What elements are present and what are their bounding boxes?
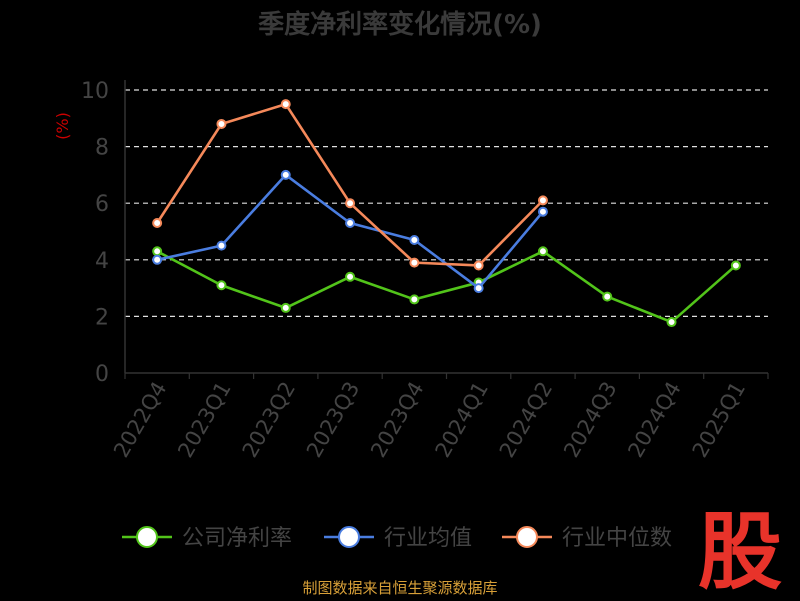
data-point: [409, 234, 420, 245]
y-tick-label: 10: [81, 79, 109, 104]
data-point: [152, 246, 163, 257]
data-point: [537, 195, 548, 206]
data-point: [345, 198, 356, 209]
data-point: [409, 257, 420, 268]
data-point: [602, 291, 613, 302]
y-tick-label: 0: [95, 362, 109, 387]
data-point: [537, 246, 548, 257]
x-tick-label: 2023Q4: [366, 378, 428, 462]
data-point: [280, 99, 291, 110]
legend-marker: [516, 526, 538, 548]
y-tick-label: 2: [95, 305, 109, 330]
data-point: [280, 302, 291, 313]
data-point: [473, 283, 484, 294]
data-point: [216, 118, 227, 129]
legend-label: 公司净利率: [182, 526, 292, 551]
data-point: [280, 169, 291, 180]
source-note: 制图数据来自恒生聚源数据库: [302, 579, 498, 597]
series-line-2: [156, 102, 544, 267]
x-tick-label: 2024Q3: [559, 378, 621, 462]
data-point: [216, 280, 227, 291]
x-tick-label: 2024Q1: [431, 378, 493, 462]
legend-label: 行业均值: [384, 526, 472, 551]
x-tick-label: 2023Q2: [238, 378, 300, 462]
series-line-0: [156, 250, 737, 324]
series-line-1: [156, 173, 544, 290]
x-tick-label: 2025Q1: [688, 378, 750, 462]
legend-marker: [136, 526, 158, 548]
data-point: [152, 254, 163, 265]
chart-title: 季度净利率变化情况(%): [258, 10, 542, 40]
data-point: [666, 317, 677, 328]
legend-marker: [338, 526, 360, 548]
x-tick-label: 2022Q4: [109, 378, 171, 462]
data-point: [216, 240, 227, 251]
data-point: [345, 218, 356, 229]
data-point: [345, 271, 356, 282]
legend-label: 行业中位数: [562, 526, 672, 551]
y-tick-label: 4: [95, 249, 109, 274]
data-point: [409, 294, 420, 305]
x-tick-label: 2024Q4: [623, 378, 685, 462]
x-tick-label: 2023Q1: [173, 378, 235, 462]
y-axis-label: (%): [53, 112, 72, 140]
y-tick-label: 8: [95, 136, 109, 161]
data-point: [730, 260, 741, 271]
y-tick-label: 6: [95, 192, 109, 217]
data-point: [473, 260, 484, 271]
x-tick-label: 2024Q2: [495, 378, 557, 462]
x-tick-label: 2023Q3: [302, 378, 364, 462]
brand-logo: 股: [697, 502, 782, 601]
data-point: [152, 218, 163, 229]
data-point: [537, 206, 548, 217]
